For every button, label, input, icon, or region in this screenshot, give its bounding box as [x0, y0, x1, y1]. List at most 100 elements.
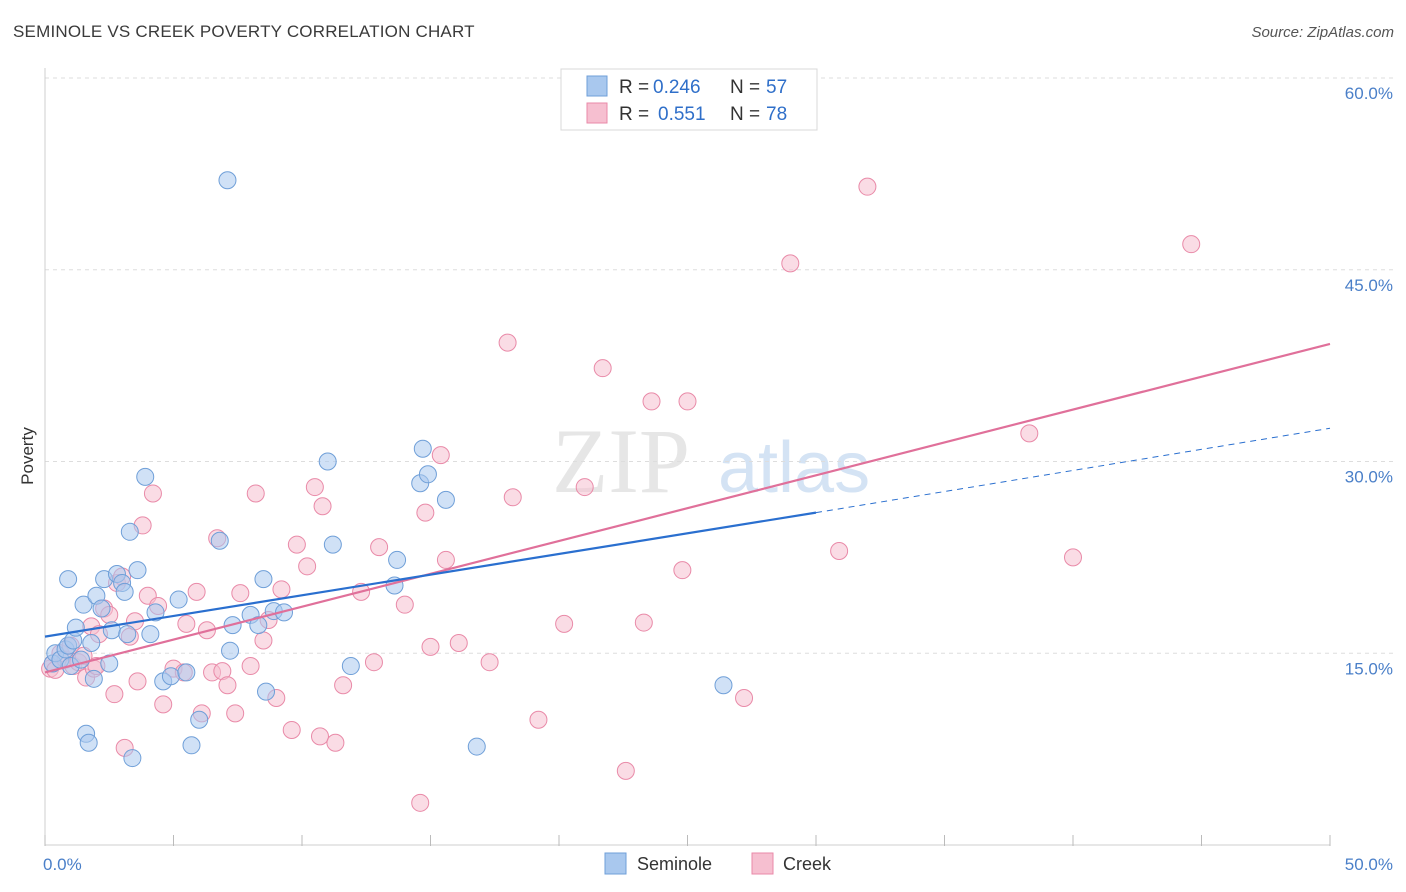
gridlines — [45, 77, 1393, 654]
creek-point — [364, 653, 383, 672]
bottom-legend-creek-label: Creek — [783, 854, 832, 874]
creek-point — [218, 676, 237, 695]
creek-point — [858, 177, 877, 196]
seminole-point — [318, 452, 337, 471]
seminole-point — [136, 467, 155, 486]
creek-point — [634, 613, 653, 632]
seminole-trendline — [44, 511, 817, 638]
seminole-point — [59, 570, 78, 589]
creek-point — [177, 614, 196, 633]
seminole-point — [146, 603, 165, 622]
creek-point — [305, 478, 324, 497]
legend: R = 0.246 N = 57 R = 0.551 N = 78 — [560, 68, 818, 131]
seminole-point — [714, 676, 733, 695]
seminole-point — [467, 737, 486, 756]
x-tick-label-right: 50.0% — [1345, 855, 1393, 874]
seminole-point — [249, 616, 268, 635]
creek-point — [449, 634, 468, 653]
creek-point — [416, 503, 435, 522]
seminole-point — [74, 595, 93, 614]
seminole-points — [43, 171, 733, 768]
creek-point — [1064, 548, 1082, 567]
y-tick-label: 60.0% — [1345, 84, 1393, 103]
creek-point — [246, 484, 265, 503]
seminole-point — [323, 535, 342, 554]
creek-point — [575, 478, 594, 497]
y-tick-label: 15.0% — [1345, 659, 1393, 678]
y-tick-labels: 15.0% 30.0% 45.0% 60.0% — [1345, 84, 1393, 678]
creek-point — [326, 733, 345, 752]
creek-point — [678, 392, 697, 411]
creek-point — [1020, 424, 1039, 443]
seminole-point — [92, 599, 111, 618]
creek-point — [282, 720, 301, 739]
seminole-point — [118, 625, 137, 644]
seminole-point — [79, 733, 98, 752]
creek-point — [395, 595, 414, 614]
seminole-point — [182, 736, 201, 755]
seminole-point — [128, 561, 147, 580]
x-ticks — [44, 835, 1331, 846]
creek-point — [616, 761, 635, 780]
legend-seminole-r-value: 0.246 — [653, 77, 701, 98]
seminole-point — [190, 710, 209, 729]
creek-point — [1182, 235, 1201, 254]
legend-creek-swatch — [586, 102, 608, 124]
trendlines — [44, 342, 1331, 674]
chart-title: SEMINOLE VS CREEK POVERTY CORRELATION CH… — [13, 22, 475, 41]
creek-point — [431, 446, 450, 465]
bottom-legend-creek-swatch — [751, 852, 774, 875]
creek-point — [480, 653, 499, 672]
seminole-point — [120, 522, 139, 541]
creek-point — [673, 561, 692, 580]
creek-point — [272, 580, 291, 599]
creek-point — [436, 550, 455, 569]
seminole-point — [218, 171, 237, 190]
bottom-legend-seminole-label: Seminole — [637, 854, 712, 874]
x-tick-label-left: 0.0% — [43, 855, 82, 874]
y-tick-label: 30.0% — [1345, 468, 1393, 487]
creek-point — [143, 484, 162, 503]
seminole-point — [388, 550, 407, 569]
seminole-point — [84, 669, 103, 688]
bottom-legend-seminole-swatch — [604, 852, 627, 875]
creek-point — [411, 793, 430, 812]
seminole-point — [210, 531, 229, 550]
seminole-point — [413, 439, 432, 458]
legend-creek-n-label: N = — [730, 104, 760, 125]
legend-seminole-swatch — [586, 75, 608, 97]
creek-point — [593, 359, 612, 378]
seminole-point — [169, 590, 188, 609]
legend-seminole-n-label: N = — [730, 77, 760, 98]
seminole-point — [257, 682, 276, 701]
creek-point — [735, 688, 754, 707]
creek-point — [334, 676, 353, 695]
y-tick-label: 45.0% — [1345, 276, 1393, 295]
seminole-point — [161, 667, 180, 686]
seminole-point — [123, 749, 142, 768]
creek-point — [128, 672, 147, 691]
creek-point — [298, 557, 317, 576]
creek-point — [642, 392, 661, 411]
creek-point — [781, 254, 800, 273]
seminole-point — [418, 465, 437, 484]
creek-point — [231, 584, 250, 603]
creek-point — [287, 535, 306, 554]
seminole-point — [177, 663, 196, 682]
seminole-trendline-extension — [815, 427, 1331, 514]
creek-point — [254, 631, 273, 650]
source-label: Source: ZipAtlas.com — [1251, 24, 1394, 41]
seminole-point — [254, 570, 273, 589]
creek-point — [529, 710, 548, 729]
legend-seminole-r-label: R = — [619, 77, 649, 98]
creek-point — [555, 614, 574, 633]
seminole-point — [141, 625, 160, 644]
creek-trendline — [44, 342, 1331, 674]
creek-point — [498, 333, 517, 352]
creek-point — [241, 657, 260, 676]
legend-creek-r-label: R = — [619, 104, 649, 125]
legend-creek-r-value: 0.551 — [658, 104, 706, 125]
creek-point — [503, 488, 522, 507]
creek-point — [226, 704, 245, 723]
creek-point — [310, 727, 329, 746]
